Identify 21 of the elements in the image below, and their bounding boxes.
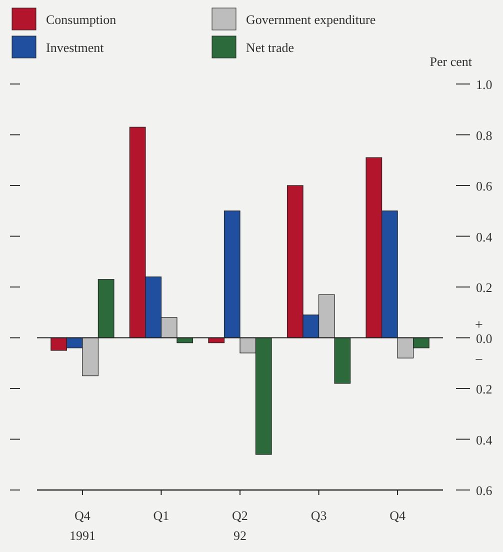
legend-label: Investment xyxy=(46,40,104,55)
y-tick-label: 0.2 xyxy=(476,382,492,396)
text: − xyxy=(475,352,484,368)
x-tick-label: Q3 xyxy=(310,508,327,523)
y-tick-label: 0.4 xyxy=(476,229,493,244)
x-tick-label: Q2 92 xyxy=(232,508,248,543)
x-tick-label: Q4 xyxy=(390,508,406,523)
y-tick-label: 1.0 xyxy=(476,77,492,92)
text: + xyxy=(475,318,484,333)
y-tick-label: 0.6 xyxy=(476,483,493,498)
x-tick-label: Q4 1991 xyxy=(69,508,96,543)
y-tick-label: 0.8 xyxy=(476,128,492,143)
y-tick-label: 0.0 xyxy=(476,330,492,346)
legend-label: Government expenditure xyxy=(246,12,376,27)
y-tick-label: 0.2 xyxy=(476,280,492,295)
legend-label: Consumption xyxy=(46,12,117,27)
legend-label: Net trade xyxy=(246,40,294,55)
y-axis-title: Per cent xyxy=(430,54,472,69)
x-tick-label: Q1 xyxy=(153,508,170,523)
y-tick-label: 0.4 xyxy=(476,432,493,448)
y-tick-label: 0.6 xyxy=(476,178,493,194)
